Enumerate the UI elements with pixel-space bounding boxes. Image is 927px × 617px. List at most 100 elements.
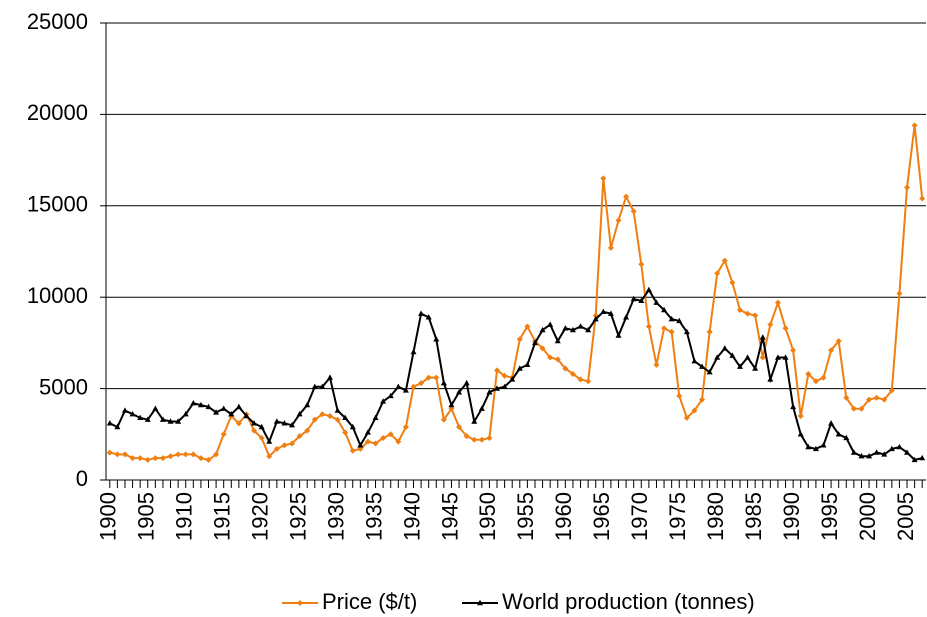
point	[494, 367, 501, 374]
point	[759, 354, 766, 361]
point	[349, 447, 356, 454]
point	[121, 407, 128, 413]
point	[273, 418, 280, 424]
point	[744, 310, 751, 317]
point	[304, 401, 311, 408]
point	[357, 442, 364, 448]
point	[159, 455, 166, 462]
point	[714, 354, 721, 360]
point	[691, 407, 698, 414]
point	[607, 310, 614, 316]
x-tick-label: 1920	[247, 492, 272, 541]
point	[418, 380, 425, 387]
point	[843, 434, 850, 441]
point	[159, 416, 166, 422]
x-tick-label: 1900	[96, 492, 121, 541]
point	[144, 456, 151, 463]
point	[797, 413, 804, 420]
point	[440, 416, 447, 423]
point	[137, 414, 144, 421]
point	[220, 431, 227, 438]
point	[106, 449, 113, 456]
point	[395, 383, 402, 389]
point	[759, 334, 766, 340]
point	[463, 433, 470, 440]
x-tick-label: 1945	[437, 492, 462, 541]
point	[433, 336, 440, 342]
point	[904, 449, 911, 455]
point	[774, 299, 781, 306]
point	[296, 433, 303, 440]
point	[258, 434, 265, 441]
point	[896, 290, 903, 297]
point	[387, 431, 394, 438]
point	[623, 193, 630, 200]
legend-label: World production (tonnes)	[502, 589, 755, 614]
point	[736, 363, 743, 369]
point	[372, 440, 379, 447]
point	[691, 357, 698, 364]
point	[547, 321, 554, 327]
point	[289, 440, 296, 447]
x-tick-label: 1955	[513, 492, 538, 541]
point	[645, 286, 652, 293]
point	[524, 361, 531, 368]
point	[524, 323, 531, 330]
point	[342, 429, 349, 436]
point	[281, 442, 288, 449]
point	[699, 396, 706, 403]
point	[653, 299, 660, 305]
point	[554, 356, 561, 363]
point	[888, 387, 895, 394]
point	[683, 414, 690, 421]
point	[774, 354, 781, 360]
x-tick-label: 1905	[134, 492, 159, 541]
point	[805, 370, 812, 377]
point	[790, 347, 797, 354]
point	[820, 374, 827, 381]
point	[152, 455, 159, 462]
x-tick-label: 1915	[209, 492, 234, 541]
point	[175, 451, 182, 458]
point	[866, 453, 873, 459]
point	[205, 456, 212, 463]
point	[615, 217, 622, 224]
point	[812, 378, 819, 385]
x-tick-label: 2005	[893, 492, 918, 541]
point	[114, 423, 121, 430]
point	[714, 270, 721, 277]
point	[767, 376, 774, 382]
point	[828, 347, 835, 354]
point	[919, 195, 926, 202]
point	[904, 184, 911, 191]
point	[539, 345, 546, 352]
point	[289, 421, 296, 428]
point	[425, 314, 432, 320]
y-tick-label: 20000	[27, 100, 88, 125]
point	[615, 332, 622, 338]
point	[182, 451, 189, 458]
point	[729, 352, 736, 358]
point	[106, 420, 113, 426]
point	[448, 401, 455, 408]
point	[881, 451, 888, 457]
x-tick-label: 1910	[172, 492, 197, 541]
point	[911, 122, 918, 129]
point	[562, 325, 569, 331]
point	[228, 410, 235, 417]
x-tick-label: 1975	[665, 492, 690, 541]
point	[797, 431, 804, 437]
point	[456, 389, 463, 395]
point	[326, 374, 333, 380]
y-tick-label: 10000	[27, 283, 88, 308]
point	[213, 409, 220, 415]
point	[342, 414, 349, 421]
point	[144, 416, 151, 422]
point	[380, 398, 387, 404]
point	[866, 396, 873, 403]
point	[569, 370, 576, 377]
legend-marker	[297, 600, 303, 606]
point	[129, 410, 136, 417]
point	[478, 436, 485, 443]
point	[501, 383, 508, 389]
